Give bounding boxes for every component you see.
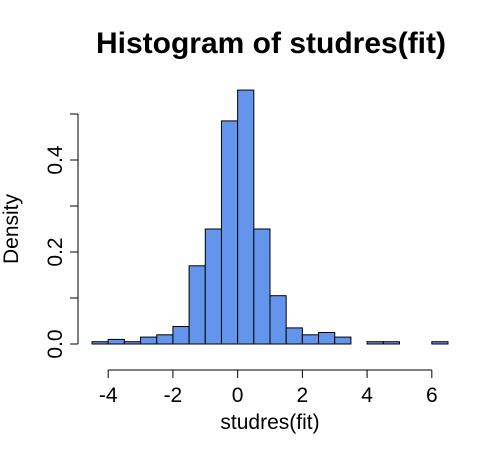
bars-group xyxy=(91,89,449,345)
histogram-bar xyxy=(382,341,400,345)
histogram-bar xyxy=(204,228,222,345)
histogram-bar xyxy=(220,120,239,345)
histogram-bar xyxy=(269,295,287,345)
histogram-bar xyxy=(431,341,449,345)
x-tick-label: 4 xyxy=(361,384,373,407)
x-tick-label: 6 xyxy=(426,384,438,407)
chart-title: Histogram of studres(fit) xyxy=(96,27,446,60)
histogram-bar xyxy=(123,341,142,345)
histogram-bar xyxy=(188,265,206,345)
x-tick-label: -2 xyxy=(164,384,183,407)
x-axis-label: studres(fit) xyxy=(220,411,319,434)
histogram-bar xyxy=(237,89,255,345)
histogram-bar xyxy=(253,228,271,345)
y-tick-label: 0.2 xyxy=(44,237,67,266)
x-tick-label: 2 xyxy=(297,384,309,407)
histogram-bar xyxy=(140,336,158,345)
histogram-bar xyxy=(156,334,174,345)
histogram-bar xyxy=(107,338,125,345)
histogram-bar xyxy=(91,341,109,345)
histogram-bar xyxy=(318,332,336,345)
histogram-bar xyxy=(285,327,303,345)
histogram-bar xyxy=(172,326,190,345)
histogram-bar xyxy=(301,334,320,345)
x-axis: -4 -2 0 2 4 6 xyxy=(99,369,438,407)
y-tick-label: 0.0 xyxy=(44,329,67,358)
x-tick-label: -4 xyxy=(99,384,118,407)
histogram-bar xyxy=(334,336,352,345)
y-axis-label: Density xyxy=(0,193,23,264)
histogram-bar xyxy=(366,341,384,345)
x-tick-label: 0 xyxy=(232,384,244,407)
y-axis: 0.0 0.2 0.4 xyxy=(44,113,79,359)
y-tick-label: 0.4 xyxy=(44,145,67,175)
